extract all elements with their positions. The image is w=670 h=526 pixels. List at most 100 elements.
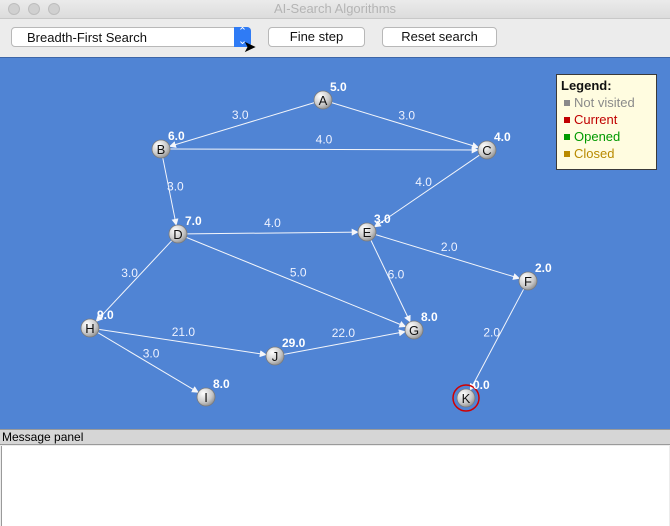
node-circle [80,318,100,338]
toolbar: Breadth-First Search ⌃ ⌄ Fine step Reset … [0,19,670,57]
node-label: A [319,93,328,108]
graph-canvas[interactable]: 3.0 3.0 4.0 3.0 4.0 4.0 5.0 3.0 2.0 6.0 21.0 3.0 22.… [0,57,670,430]
legend-swatch [564,134,570,141]
edge-weight-label: 6.0 [388,267,405,281]
node-circle [518,271,538,291]
edge-a-b [168,102,315,148]
node-heuristic-label: 6.0 [168,129,185,143]
edge-h-i [97,332,199,393]
node-circle [265,346,285,366]
graph-node-e[interactable]: E3.0 [357,212,391,242]
chevron-updown-icon[interactable]: ⌃ ⌄ [234,27,251,47]
edge-weight-label: 4.0 [264,216,281,230]
legend-item-current: Current [561,111,652,128]
node-label: I [204,390,208,405]
close-window-button[interactable] [8,3,20,15]
algorithm-select[interactable]: Breadth-First Search ⌃ ⌄ [11,27,251,47]
minimize-window-button[interactable] [28,3,40,15]
goal-ring [452,384,480,412]
legend-swatch [564,151,570,158]
legend-title: Legend: [561,78,612,93]
graph-node-h[interactable]: H9.0 [80,308,114,338]
zoom-window-button[interactable] [48,3,60,15]
legend-label: Not visited [574,95,635,110]
edge-weight-label: 3.0 [232,108,249,122]
legend-label: Opened [574,129,621,144]
node-circle [196,387,216,407]
edge-a-c [331,102,480,149]
edge-c-e [373,154,480,228]
edge-b-c [169,146,479,154]
edge-weight-label: 3.0 [121,266,138,280]
node-circle [151,139,171,159]
fine-step-button[interactable]: Fine step [268,27,365,47]
graph-node-k[interactable]: K0.0 [452,378,490,412]
edge-f-k [469,288,525,391]
legend-item-closed: Closed [561,145,652,162]
edge-weight-label: 2.0 [483,326,500,340]
node-heuristic-label: 9.0 [97,308,114,322]
reset-search-button[interactable]: Reset search [382,27,497,47]
legend-item-opened: Opened [561,128,652,145]
node-circle [313,90,333,110]
edge-weight-label: 21.0 [172,325,196,339]
legend-label: Closed [574,146,615,161]
legend-swatch [564,100,570,107]
node-label: D [173,227,182,242]
edge-weight-label: 5.0 [290,265,307,279]
graph-svg: 3.0 3.0 4.0 3.0 4.0 4.0 5.0 3.0 2.0 6.0 21.0 3.0 22.… [80,80,552,412]
edge-d-e [186,228,359,236]
graph-node-g[interactable]: G8.0 [404,310,438,340]
message-panel-header: Message panel [0,429,670,445]
node-circle [456,388,476,408]
node-circle [357,222,377,242]
edge-weight-label: 4.0 [415,175,432,189]
node-label: F [524,274,532,289]
legend-item-not-visited: Not visited [561,94,652,111]
node-heuristic-label: 3.0 [374,212,391,226]
edge-e-g [370,239,411,323]
graph-node-d[interactable]: D7.0 [168,214,202,244]
legend: Legend: Not visited Current Opened Close… [556,74,657,170]
window-titlebar: AI-Search Algorithms [0,0,670,19]
edge-h-j [98,328,267,358]
window-title: AI-Search Algorithms [273,1,397,16]
edge-j-g [283,329,406,355]
edge-d-g [186,236,407,328]
node-label: J [272,349,279,364]
graph-node-c[interactable]: C4.0 [477,130,511,160]
graph-node-i[interactable]: I 8.0 [196,377,230,407]
legend-label: Current [574,112,618,127]
node-heuristic-label: 29.0 [282,336,306,350]
message-panel-body[interactable] [1,446,669,526]
nodes-layer: A5.0B6.0C4.0D7.0E3.0F2.0G8.0H9.0I8.0J29.… [80,80,552,412]
mouse-cursor-icon: ➤ [243,39,257,56]
node-label: B [157,142,166,157]
graph-node-a[interactable]: A5.0 [313,80,347,110]
algorithm-select-value: Breadth-First Search [27,30,147,45]
node-circle [168,224,188,244]
edge-weight-label: 3.0 [143,346,160,360]
node-heuristic-label: 8.0 [213,377,230,391]
edge-weight-label: 3.0 [167,179,184,193]
node-label: C [482,143,491,158]
node-heuristic-label: 0.0 [473,378,490,392]
node-circle [477,140,497,160]
node-heuristic-label: 5.0 [330,80,347,94]
edge-weight-label: 2.0 [441,240,458,254]
edge-d-h [95,240,173,322]
graph-node-f[interactable]: F2.0 [518,261,552,291]
edges-layer: 3.0 3.0 4.0 3.0 4.0 4.0 5.0 3.0 2.0 6.0 21.0 3.0 22.… [95,102,525,393]
edge-weight-label: 22.0 [332,326,356,340]
graph-node-b[interactable]: B6.0 [151,129,185,159]
node-circle [404,320,424,340]
node-heuristic-label: 7.0 [185,214,202,228]
edge-weight-label: 3.0 [398,108,415,122]
node-heuristic-label: 2.0 [535,261,552,275]
legend-swatch [564,117,570,124]
edge-e-f [375,234,521,280]
node-label: G [409,323,419,338]
graph-node-j[interactable]: J29.0 [265,336,306,366]
node-label: K [462,391,471,406]
edge-b-d [162,157,179,226]
